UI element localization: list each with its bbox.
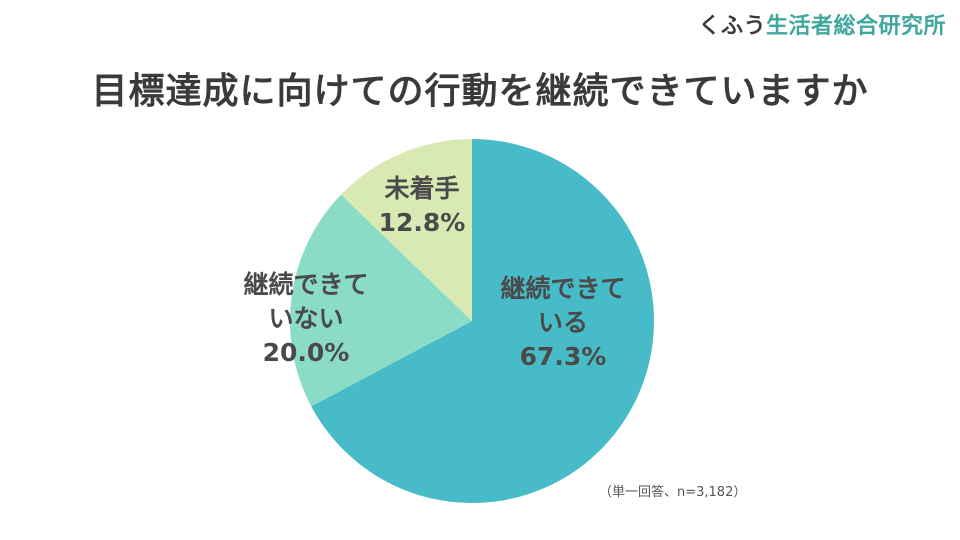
sample-note: （単一回答、n=3,182）: [599, 485, 747, 500]
slice-label-continuing: いる: [538, 308, 588, 337]
chart-title: 目標達成に向けての行動を継続できていますか: [91, 71, 869, 112]
slice-value-not-started: 12.8%: [379, 208, 466, 237]
slice-value-continuing: 67.3%: [520, 342, 607, 371]
slice-label-continuing: 継続できて: [500, 274, 625, 303]
slice-label-not-continuing: 継続できて: [243, 270, 368, 299]
slice-label-not-started: 未着手: [384, 174, 459, 203]
pie-slice-not-continuing: [290, 194, 472, 407]
slice-label-not-continuing: いない: [268, 304, 343, 333]
logo-suffix: 生活者総合研究所: [765, 14, 946, 39]
brand-logo: くふう生活者総合研究所: [698, 8, 946, 40]
slice-value-not-continuing: 20.0%: [263, 338, 350, 367]
logo-prefix: くふう: [698, 14, 766, 39]
pie-slice-not-started: [341, 139, 472, 321]
pie-slice-continuing: [311, 139, 655, 504]
